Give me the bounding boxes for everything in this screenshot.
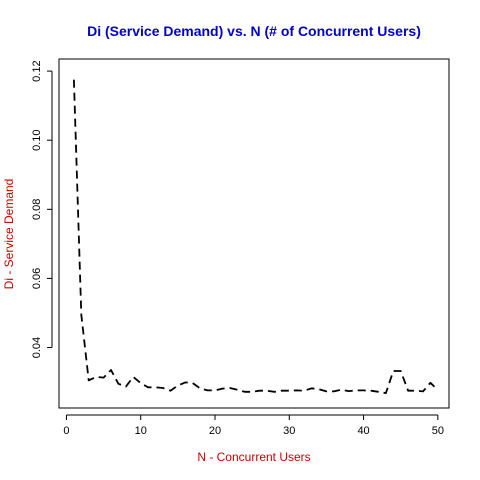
x-tick-label: 10 [135,425,147,437]
y-tick-label: 0.06 [31,268,43,289]
x-tick-label: 50 [432,425,444,437]
x-tick-label: 30 [283,425,295,437]
x-tick-label: 40 [357,425,369,437]
y-tick-label: 0.12 [31,60,43,81]
y-tick-label: 0.10 [31,129,43,150]
x-axis-label: N - Concurrent Users [197,450,310,464]
y-tick-label: 0.08 [31,199,43,220]
y-tick-label: 0.04 [31,337,43,358]
x-tick-label: 20 [209,425,221,437]
x-tick-label: 0 [63,425,69,437]
chart-title: Di (Service Demand) vs. N (# of Concurre… [87,23,421,39]
y-axis-label: Di - Service Demand [2,179,16,290]
